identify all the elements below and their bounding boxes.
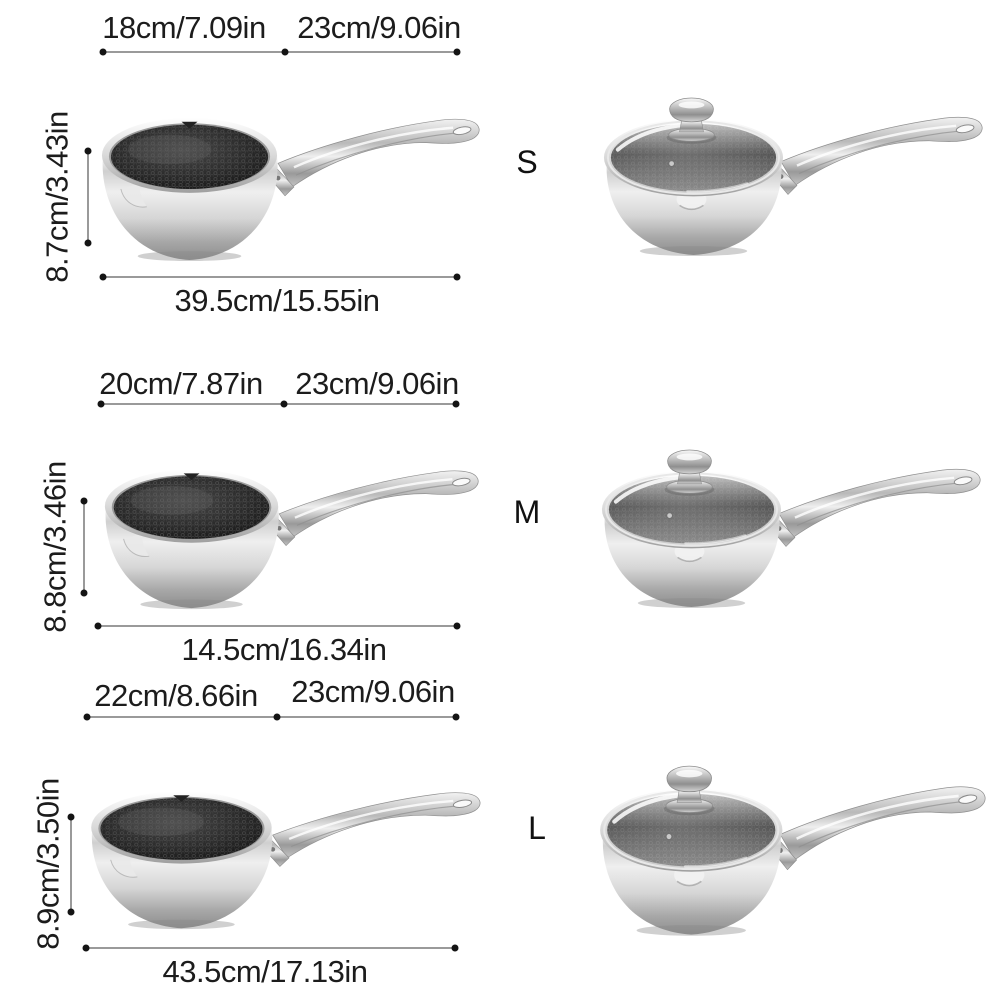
size-letter: M [513, 494, 541, 530]
saucepan-no-lid-image [98, 458, 482, 612]
saucepan-no-lid-image [95, 106, 483, 264]
dimension-endpoint-dot [453, 48, 461, 56]
dimension-endpoint-dot [67, 908, 75, 916]
pan-height-label: 8.7cm/3.43in [39, 111, 75, 283]
top-width-dimension-line [99, 48, 461, 56]
size-letter: L [528, 810, 546, 846]
dimension-endpoint-dot [94, 622, 102, 630]
dimension-endpoint-dot [273, 713, 281, 721]
dimension-endpoint-dot [83, 713, 91, 721]
pan-length-label: 43.5cm/17.13in [162, 954, 368, 989]
top-width-label-right: 23cm/9.06in [297, 10, 461, 45]
dimension-endpoint-dot [99, 273, 107, 281]
saucepan-with-lid-image [594, 448, 982, 612]
dimension-endpoint-dot [84, 147, 92, 155]
pan-height-label: 8.9cm/3.50in [30, 778, 66, 950]
height-dimension-line [67, 813, 75, 916]
top-width-label-left: 22cm/8.66in [94, 678, 258, 713]
pan-length-label: 39.5cm/15.55in [174, 283, 380, 318]
length-dimension-line [99, 273, 461, 281]
height-dimension-line [80, 497, 88, 597]
top-width-label-right: 23cm/9.06in [295, 366, 459, 401]
top-width-dimension-line [83, 713, 460, 721]
dimension-endpoint-dot [97, 400, 105, 408]
dimension-endpoint-dot [453, 622, 461, 630]
height-dimension-line [84, 147, 92, 247]
dimension-endpoint-dot [451, 944, 459, 952]
dimension-endpoint-dot [280, 400, 288, 408]
dimension-endpoint-dot [453, 273, 461, 281]
dimension-endpoint-dot [452, 713, 460, 721]
pan-length-label: 14.5cm/16.34in [181, 632, 387, 667]
top-width-label-left: 18cm/7.09in [102, 10, 266, 45]
length-dimension-line [82, 944, 459, 952]
pan-height-label: 8.8cm/3.46in [37, 461, 73, 633]
saucepan-with-lid-image [596, 96, 984, 260]
saucepan-with-lid-image [592, 764, 987, 940]
saucepan-no-lid-image [84, 780, 484, 932]
size-letter: S [516, 144, 538, 180]
dimension-endpoint-dot [99, 48, 107, 56]
dimension-endpoint-dot [80, 589, 88, 597]
dimension-endpoint-dot [80, 497, 88, 505]
dimension-endpoint-dot [452, 400, 460, 408]
top-width-dimension-line [97, 400, 460, 408]
dimension-endpoint-dot [281, 48, 289, 56]
dimension-endpoint-dot [84, 239, 92, 247]
dimension-endpoint-dot [67, 813, 75, 821]
top-width-label-right: 23cm/9.06in [291, 674, 455, 709]
dimension-endpoint-dot [82, 944, 90, 952]
length-dimension-line [94, 622, 461, 630]
top-width-label-left: 20cm/7.87in [99, 366, 263, 401]
